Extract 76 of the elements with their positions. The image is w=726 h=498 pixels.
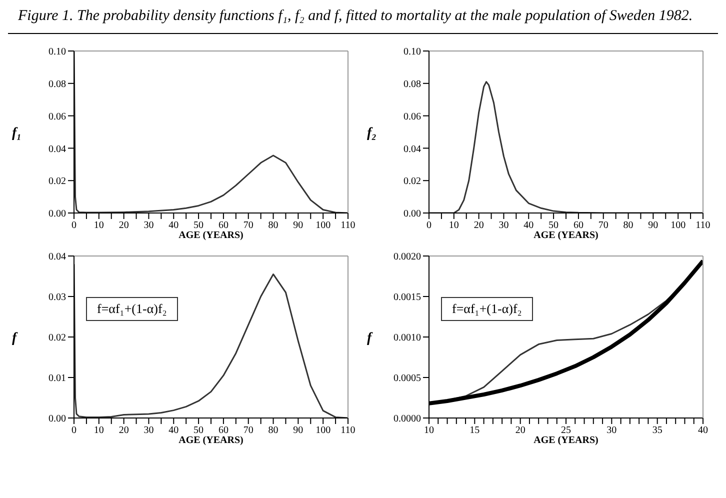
y-axis-title: f [367,330,373,346]
x-tick-label: 50 [548,220,559,232]
x-tick-label: 90 [293,220,304,232]
y-tick-label: 0.0020 [394,252,421,263]
y-tick-label: 0.10 [404,46,421,58]
x-tick-label: 30 [498,220,509,232]
x-tick-label: 10 [424,425,434,436]
x-tick-label: 25 [561,425,571,436]
y-tick-label: 0.02 [404,176,421,188]
x-tick-label: 20 [118,425,129,436]
y-tick-label: 0.08 [404,78,421,90]
x-axis-title: AGE (YEARS) [532,230,600,241]
y-tick-label: 0.06 [404,111,421,122]
annotation: f=αf₁+(1-α)f₂ [86,297,178,321]
x-tick-label: 40 [698,425,708,436]
x-tick-label: 10 [448,220,459,232]
y-axis-title: f₂ [367,126,377,141]
x-tick-label: 10 [94,220,104,232]
x-tick-label: 70 [243,220,254,232]
y-tick-label: 0.0010 [394,332,421,344]
y-tick-label: 0.01 [48,373,66,384]
x-tick-label: 110 [696,220,710,232]
x-tick-label: 20 [515,425,526,436]
y-tick-label: 0.0005 [394,373,421,384]
x-tick-label: 110 [340,220,356,232]
x-tick-label: 100 [316,425,331,436]
x-axis-title: AGE (YEARS) [178,435,244,446]
y-tick-label: 0.06 [48,111,66,122]
x-tick-label: 60 [573,220,584,232]
x-tick-label: 90 [293,425,304,436]
x-tick-label: 90 [648,220,658,232]
x-tick-label: 80 [268,220,278,232]
x-tick-label: 35 [652,425,662,436]
y-tick-label: 0.0015 [394,292,421,304]
x-tick-label: 0 [72,220,76,232]
y-tick-label: 0.0000 [394,414,421,425]
y-tick-label: 0.02 [48,332,66,344]
y-tick-label: 0.10 [48,46,66,58]
y-tick-label: 0.02 [48,176,66,188]
x-tick-label: 80 [268,425,278,436]
x-tick-label: 70 [243,425,254,436]
x-tick-label: 30 [606,425,617,436]
y-tick-label: 0.00 [404,208,421,220]
annotation: f=αf₁+(1-α)f₂ [441,297,533,321]
x-tick-label: 100 [670,220,686,232]
y-tick-label: 0.08 [48,78,66,90]
y-tick-label: 0.04 [48,252,66,263]
y-tick-label: 0.00 [48,208,66,220]
x-tick-label: 30 [144,425,154,436]
x-tick-label: 30 [144,220,154,232]
x-axis-title: AGE (YEARS) [532,435,600,446]
x-tick-label: 50 [194,425,204,436]
y-tick-label: 0.04 [404,144,421,155]
x-tick-label: 40 [168,220,179,232]
x-tick-label: 40 [524,220,534,232]
y-tick-label: 0.00 [48,414,66,425]
y-axis-title: f₁ [12,126,22,141]
y-tick-label: 0.03 [48,292,66,304]
x-tick-label: 80 [623,220,634,232]
x-tick-label: 20 [474,220,484,232]
chart-title: Figure 1. The probability density functions f₁, f₂ and f, fitted to mortality at the male population of Sweden 1982. [8,8,718,34]
x-tick-label: 10 [94,425,104,436]
x-tick-label: 40 [168,425,179,436]
x-tick-label: 60 [218,220,228,232]
x-axis-title: AGE (YEARS) [178,230,244,241]
x-tick-label: 0 [72,425,76,436]
x-tick-label: 70 [598,220,608,232]
x-tick-label: 100 [316,220,331,232]
x-tick-label: 110 [340,425,356,436]
x-tick-label: 50 [194,220,204,232]
x-tick-label: 0 [426,220,432,232]
x-tick-label: 15 [470,425,480,436]
y-tick-label: 0.04 [48,144,66,155]
x-tick-label: 60 [218,425,228,436]
x-tick-label: 20 [118,220,129,232]
y-axis-title: f [12,330,18,346]
